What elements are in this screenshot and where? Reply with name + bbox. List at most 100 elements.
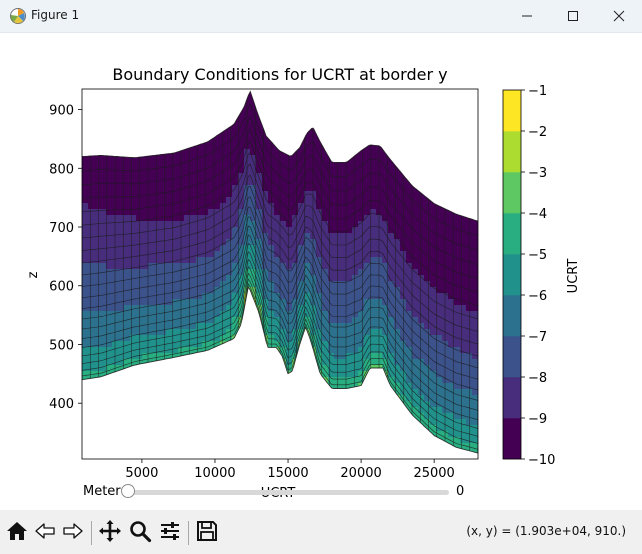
contour-cell	[256, 137, 263, 144]
contour-cell	[286, 449, 293, 454]
contour-cell	[400, 131, 407, 138]
contour-cell	[148, 137, 155, 144]
contour-cell	[370, 149, 377, 156]
contour-cell	[418, 269, 425, 276]
contour-cell	[172, 239, 179, 246]
contour-cell	[448, 305, 455, 312]
contour-cell	[82, 347, 89, 354]
contour-cell	[376, 371, 383, 378]
contour-cell	[250, 329, 257, 336]
contour-cell	[358, 413, 365, 420]
colorbar-tick-label: −7	[528, 330, 547, 345]
contour-cell	[304, 137, 311, 144]
contour-cell	[184, 269, 191, 276]
contour-cell	[274, 407, 281, 414]
contour-cell	[298, 269, 305, 276]
contour-cell	[130, 419, 137, 426]
meter-slider-track[interactable]	[128, 490, 449, 495]
minimize-button[interactable]	[504, 0, 550, 32]
save-button[interactable]	[194, 518, 220, 544]
contour-cell	[298, 191, 305, 198]
contour-cell	[124, 377, 131, 384]
contour-cell	[100, 395, 107, 402]
contour-cell	[304, 269, 311, 276]
contour-cell	[262, 365, 269, 372]
contour-cell	[394, 371, 401, 378]
contour-cell	[142, 455, 149, 462]
contour-cell	[256, 245, 263, 252]
contour-cell	[466, 293, 473, 300]
home-button[interactable]	[4, 518, 30, 544]
contour-cell	[256, 353, 263, 360]
contour-cell	[364, 365, 371, 372]
chart-title: Boundary Conditions for UCRT at border y	[112, 65, 447, 84]
contour-cell	[292, 155, 299, 162]
contour-cell	[124, 155, 131, 162]
contour-cell	[220, 113, 227, 120]
contour-cell	[424, 161, 431, 168]
meter-slider-handle[interactable]	[121, 484, 135, 498]
contour-cell	[196, 449, 203, 454]
contour-cell	[346, 395, 353, 402]
contour-cell	[280, 287, 287, 294]
contour-cell	[178, 383, 185, 390]
contour-cell	[460, 287, 467, 294]
close-button[interactable]	[596, 0, 642, 32]
contour-cell	[394, 449, 401, 454]
contour-cell	[208, 329, 215, 336]
contour-cell	[118, 125, 125, 132]
contour-cell	[364, 245, 371, 252]
figure-canvas[interactable]: 5000 10000 15000 20000 25000 400 500 600 700 800…	[0, 33, 642, 509]
contour-cell	[298, 251, 305, 258]
configure-subplots-button[interactable]	[157, 518, 183, 544]
contour-cell	[274, 365, 281, 372]
forward-button[interactable]	[60, 518, 86, 544]
contour-cell	[256, 101, 263, 108]
contour-cell	[418, 221, 425, 228]
contour-cell	[148, 239, 155, 246]
contour-cell	[250, 179, 257, 186]
contour-cell	[352, 209, 359, 216]
contour-cell	[202, 287, 209, 294]
contour-cell	[130, 161, 137, 168]
contour-cell	[94, 329, 101, 336]
contour-cell	[178, 419, 185, 426]
contour-cell	[136, 395, 143, 402]
pan-button[interactable]	[97, 518, 123, 544]
contour-cell	[268, 413, 275, 420]
contour-cell	[196, 377, 203, 384]
contour-cell	[208, 299, 215, 306]
contour-cell	[172, 293, 179, 300]
contour-cell	[172, 311, 179, 318]
contour-cell	[100, 443, 107, 450]
contour-cell	[340, 443, 347, 450]
contour-cell	[244, 431, 251, 438]
contour-cell	[118, 95, 125, 102]
maximize-button[interactable]	[550, 0, 596, 32]
contour-cell	[394, 233, 401, 240]
contour-cell	[424, 365, 431, 372]
contour-cell	[298, 95, 305, 102]
contour-cell	[250, 455, 257, 462]
contour-cell	[202, 197, 209, 204]
contour-cell	[256, 407, 263, 414]
contour-cell	[226, 389, 233, 396]
contour-cell	[262, 113, 269, 120]
contour-cell	[232, 431, 239, 438]
contour-cell	[298, 353, 305, 360]
contour-cell	[88, 149, 95, 156]
contour-cell	[418, 419, 425, 426]
back-button[interactable]	[32, 518, 58, 544]
contour-cell	[238, 365, 245, 372]
contour-cell	[370, 353, 377, 360]
contour-cell	[274, 335, 281, 342]
contour-cell	[460, 335, 467, 342]
contour-cell	[394, 113, 401, 120]
contour-cell	[136, 317, 143, 324]
zoom-button[interactable]	[127, 518, 153, 544]
contour-cell	[178, 377, 185, 384]
contour-cell	[400, 251, 407, 258]
contour-cell	[136, 101, 143, 108]
contour-cell	[304, 173, 311, 180]
contour-cell	[250, 341, 257, 348]
